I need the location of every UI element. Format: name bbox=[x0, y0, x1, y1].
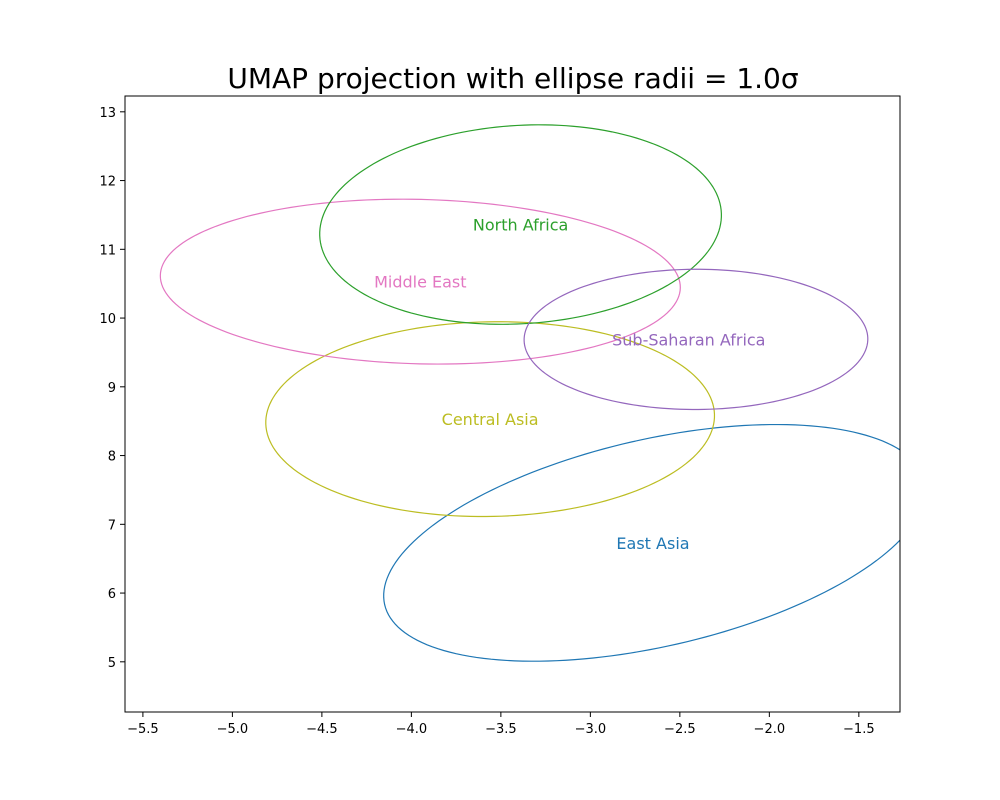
series-label-central-asia: Central Asia bbox=[442, 410, 539, 429]
ellipse-middle-east bbox=[159, 198, 681, 365]
series-label-north-africa: North Africa bbox=[473, 216, 568, 235]
y-tick-label: 12 bbox=[99, 175, 116, 190]
x-tick-label: −2.0 bbox=[754, 722, 786, 737]
x-tick-label: −3.0 bbox=[575, 722, 607, 737]
axes-frame bbox=[124, 95, 901, 713]
series-label-east-asia: East Asia bbox=[616, 534, 689, 553]
y-tick-label: 7 bbox=[108, 518, 116, 533]
y-tick-label: 9 bbox=[108, 381, 116, 396]
y-tick-label: 13 bbox=[99, 106, 116, 121]
ellipse-sub-saharan-africa bbox=[523, 268, 869, 411]
y-tick-label: 6 bbox=[108, 587, 116, 602]
y-tick-label: 8 bbox=[108, 450, 116, 465]
x-tick-label: −5.5 bbox=[127, 722, 159, 737]
series-label-sub-saharan-africa: Sub-Saharan Africa bbox=[612, 330, 765, 349]
y-tick-label: 11 bbox=[99, 243, 116, 258]
ellipse-central-asia bbox=[265, 321, 716, 518]
x-tick-label: −3.5 bbox=[485, 722, 517, 737]
chart-title: UMAP projection with ellipse radii = 1.0… bbox=[227, 62, 798, 95]
x-tick-label: −4.0 bbox=[396, 722, 428, 737]
y-tick-label: 5 bbox=[108, 656, 116, 671]
plot-area: East Asia Central Asia Middle East North Af… bbox=[124, 95, 901, 713]
x-axis: −5.5 −5.0 −4.5 −4.0 −3.5 −3.0 −2.5 −2.0 −1.5 bbox=[127, 712, 875, 737]
ellipse-east-asia bbox=[383, 423, 900, 662]
ellipse-layer bbox=[159, 124, 900, 662]
x-tick-label: −1.5 bbox=[843, 722, 875, 737]
x-tick-label: −2.5 bbox=[664, 722, 696, 737]
x-tick-label: −5.0 bbox=[217, 722, 249, 737]
ellipse-north-africa bbox=[319, 124, 722, 325]
series-label-middle-east: Middle East bbox=[374, 273, 466, 292]
y-axis: 5 6 7 8 9 10 11 12 13 bbox=[99, 106, 125, 671]
y-tick-label: 10 bbox=[99, 312, 116, 327]
x-tick-label: −4.5 bbox=[306, 722, 338, 737]
series-label-layer: East Asia Central Asia Middle East North Af… bbox=[374, 216, 765, 553]
